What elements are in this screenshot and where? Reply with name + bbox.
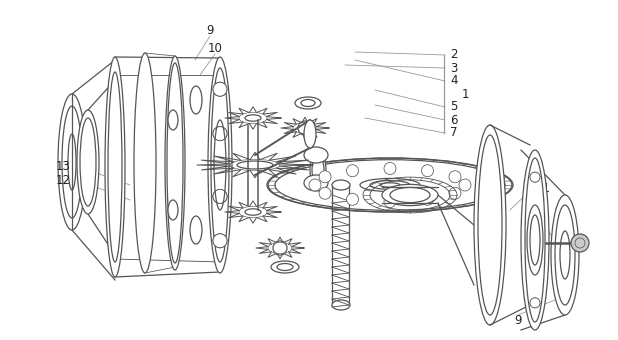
Ellipse shape bbox=[77, 110, 99, 214]
Ellipse shape bbox=[304, 147, 328, 163]
Text: 7: 7 bbox=[450, 126, 457, 139]
Text: 13: 13 bbox=[56, 160, 70, 173]
Circle shape bbox=[213, 82, 227, 96]
Circle shape bbox=[213, 82, 227, 96]
Ellipse shape bbox=[208, 57, 232, 273]
Circle shape bbox=[530, 172, 540, 182]
Circle shape bbox=[459, 179, 471, 191]
Circle shape bbox=[347, 165, 358, 177]
Text: 3: 3 bbox=[450, 62, 457, 74]
Ellipse shape bbox=[551, 195, 579, 315]
Circle shape bbox=[530, 209, 540, 219]
Text: 8: 8 bbox=[540, 194, 547, 207]
Ellipse shape bbox=[165, 56, 185, 270]
Circle shape bbox=[384, 195, 396, 207]
Circle shape bbox=[530, 261, 540, 271]
Circle shape bbox=[213, 234, 227, 248]
Ellipse shape bbox=[332, 300, 350, 310]
Text: 4: 4 bbox=[450, 74, 457, 87]
Ellipse shape bbox=[190, 86, 202, 114]
Text: 2: 2 bbox=[450, 49, 457, 62]
Ellipse shape bbox=[474, 125, 506, 325]
Circle shape bbox=[384, 163, 396, 174]
Text: 10: 10 bbox=[208, 41, 222, 54]
Ellipse shape bbox=[105, 57, 125, 277]
Ellipse shape bbox=[521, 150, 549, 330]
Ellipse shape bbox=[360, 178, 420, 192]
Ellipse shape bbox=[527, 205, 543, 275]
Circle shape bbox=[213, 234, 227, 248]
Circle shape bbox=[530, 298, 540, 308]
Circle shape bbox=[213, 126, 227, 141]
Circle shape bbox=[421, 193, 433, 205]
Ellipse shape bbox=[304, 120, 316, 148]
Ellipse shape bbox=[332, 180, 350, 190]
Circle shape bbox=[213, 189, 227, 203]
Circle shape bbox=[530, 209, 540, 219]
Ellipse shape bbox=[268, 158, 512, 212]
Circle shape bbox=[213, 126, 227, 141]
Circle shape bbox=[530, 261, 540, 271]
Ellipse shape bbox=[190, 216, 202, 244]
Text: 9: 9 bbox=[514, 313, 522, 326]
Circle shape bbox=[347, 193, 358, 205]
Circle shape bbox=[530, 172, 540, 182]
Text: 11: 11 bbox=[536, 182, 551, 194]
Circle shape bbox=[213, 189, 227, 203]
Ellipse shape bbox=[58, 94, 86, 230]
Ellipse shape bbox=[304, 175, 328, 191]
Circle shape bbox=[309, 179, 321, 191]
Text: 12: 12 bbox=[56, 174, 70, 187]
Circle shape bbox=[571, 234, 589, 252]
Ellipse shape bbox=[295, 97, 321, 109]
Circle shape bbox=[530, 298, 540, 308]
Ellipse shape bbox=[310, 152, 326, 188]
Text: 1: 1 bbox=[462, 87, 470, 101]
Circle shape bbox=[421, 165, 433, 177]
Circle shape bbox=[449, 171, 461, 183]
Text: 6: 6 bbox=[450, 114, 457, 126]
Circle shape bbox=[319, 187, 331, 199]
Ellipse shape bbox=[134, 53, 156, 273]
Ellipse shape bbox=[271, 261, 299, 273]
Ellipse shape bbox=[168, 110, 178, 130]
Ellipse shape bbox=[382, 184, 438, 206]
Circle shape bbox=[319, 171, 331, 183]
Text: 5: 5 bbox=[450, 101, 457, 114]
Circle shape bbox=[449, 187, 461, 199]
Text: 9: 9 bbox=[206, 23, 214, 36]
Ellipse shape bbox=[168, 200, 178, 220]
